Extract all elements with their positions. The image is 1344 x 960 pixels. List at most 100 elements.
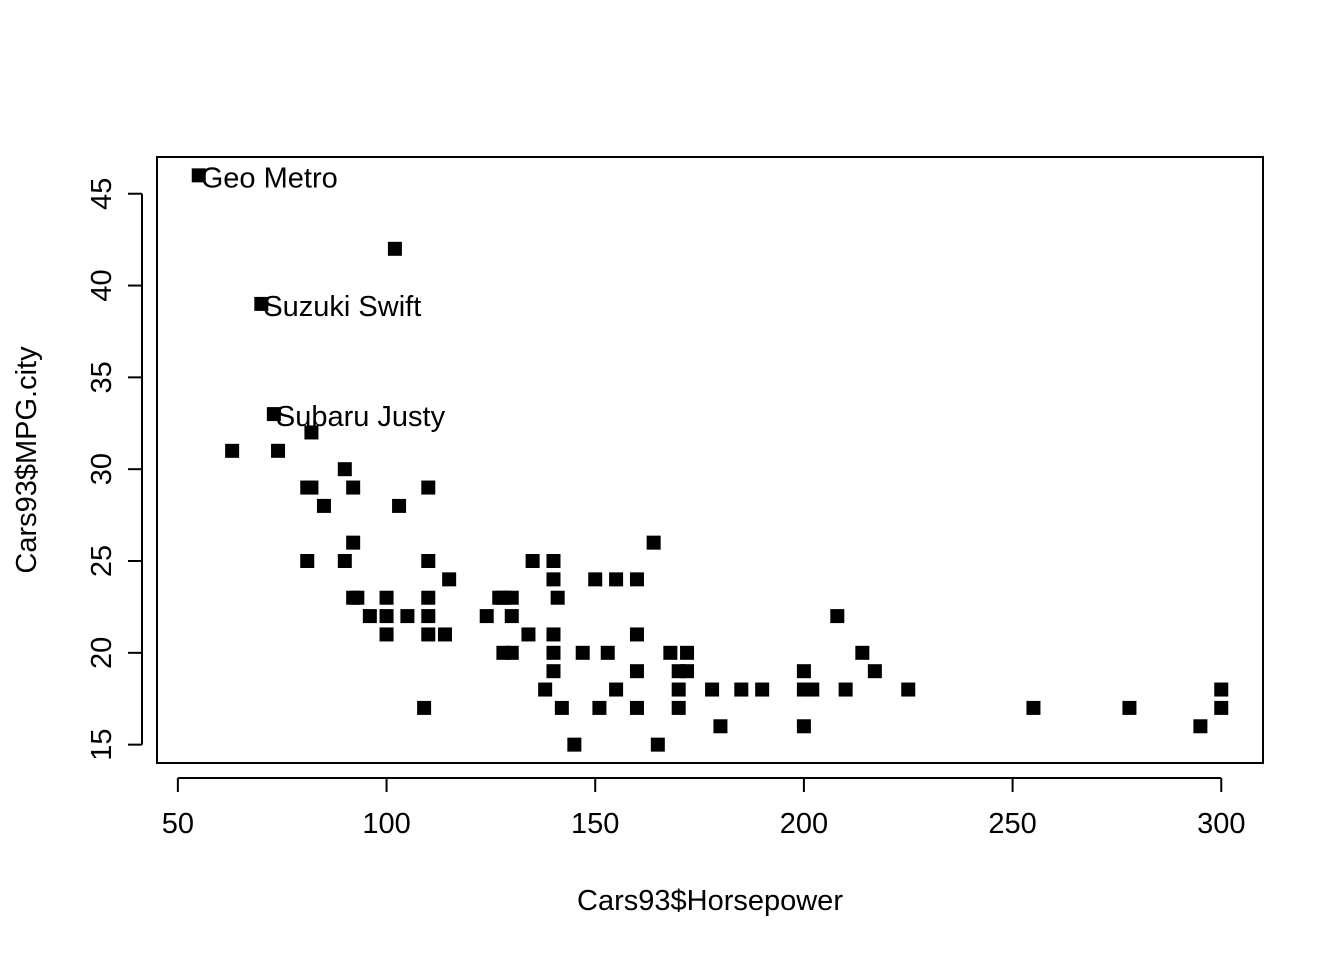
data-point: [437, 627, 452, 642]
data-point: [646, 535, 661, 550]
data-point: [316, 498, 331, 513]
data-point: [379, 609, 394, 624]
x-axis-title: Cars93$Horsepower: [577, 885, 843, 917]
data-points: [191, 168, 1229, 752]
data-point: [592, 700, 607, 715]
data-point: [300, 554, 315, 568]
data-point: [337, 462, 352, 477]
data-point: [805, 682, 820, 697]
data-point: [337, 554, 352, 568]
data-point: [379, 627, 394, 642]
y-axis: 15 20 25 30 35 40 45: [86, 178, 143, 761]
data-point: [629, 572, 644, 587]
x-tick-label: 300: [1197, 808, 1245, 840]
data-point: [546, 664, 561, 679]
data-point: [442, 572, 457, 587]
x-tick-label: 100: [362, 808, 410, 840]
data-point: [504, 645, 519, 660]
data-point: [867, 664, 882, 679]
data-point: [663, 645, 678, 660]
data-point: [254, 296, 269, 311]
x-tick-label: 200: [780, 808, 828, 840]
data-point: [346, 480, 361, 495]
data-point: [525, 554, 540, 568]
data-point: [855, 645, 870, 660]
data-point: [671, 682, 686, 697]
data-point: [629, 627, 644, 642]
data-point: [705, 682, 720, 697]
data-point: [191, 168, 206, 183]
data-point: [421, 554, 436, 568]
data-point: [392, 498, 407, 513]
data-point: [225, 443, 240, 458]
data-point: [600, 645, 615, 660]
data-point: [680, 664, 695, 679]
y-tick-label: 45: [86, 178, 118, 210]
data-point: [400, 609, 415, 624]
data-point: [554, 700, 569, 715]
data-point: [796, 719, 811, 734]
point-annotations: Geo Metro Suzuki Swift Subaru Justy: [201, 162, 446, 433]
y-tick-label: 25: [86, 545, 118, 577]
y-axis-title: Cars93$MPG.city: [11, 346, 43, 574]
data-point: [1214, 700, 1229, 715]
data-point: [609, 572, 624, 587]
data-point: [830, 609, 845, 624]
data-point: [588, 572, 603, 587]
data-point: [546, 572, 561, 587]
data-point: [266, 407, 281, 422]
data-point: [796, 664, 811, 679]
data-point: [521, 627, 536, 642]
data-point: [734, 682, 749, 697]
data-point: [550, 590, 565, 605]
data-point: [650, 737, 665, 752]
x-tick-label: 150: [571, 808, 619, 840]
point-annotation-label: Geo Metro: [201, 162, 338, 194]
y-tick-label: 35: [86, 361, 118, 393]
x-tick-label: 250: [988, 808, 1036, 840]
data-point: [504, 590, 519, 605]
data-point: [538, 682, 553, 697]
data-point: [755, 682, 770, 697]
data-point: [1193, 719, 1208, 734]
data-point: [575, 645, 590, 660]
data-point: [504, 609, 519, 624]
x-axis: 50 100 150 200 250 300: [162, 777, 1245, 840]
data-point: [629, 700, 644, 715]
data-point: [546, 645, 561, 660]
y-tick-label: 30: [86, 453, 118, 485]
plot-frame: [156, 156, 1264, 764]
data-point: [629, 664, 644, 679]
y-tick-label: 40: [86, 269, 118, 301]
data-point: [346, 535, 361, 550]
data-point: [567, 737, 582, 752]
data-point: [421, 627, 436, 642]
data-point: [350, 590, 365, 605]
data-point: [479, 609, 494, 624]
data-point: [304, 480, 319, 495]
data-point: [421, 609, 436, 624]
data-point: [1026, 700, 1041, 715]
data-point: [387, 241, 402, 256]
data-point: [271, 443, 286, 458]
data-point: [901, 682, 916, 697]
data-point: [546, 627, 561, 642]
data-point: [546, 554, 561, 568]
y-tick-label: 15: [86, 729, 118, 761]
data-point: [609, 682, 624, 697]
data-point: [304, 425, 319, 440]
data-point: [838, 682, 853, 697]
data-point: [680, 645, 695, 660]
data-point: [417, 700, 432, 715]
data-point: [421, 480, 436, 495]
data-point: [362, 609, 377, 624]
data-point: [713, 719, 728, 734]
y-tick-label: 20: [86, 637, 118, 669]
data-point: [421, 590, 436, 605]
data-point: [671, 700, 686, 715]
data-point: [1122, 700, 1137, 715]
point-annotation-label: Suzuki Swift: [263, 291, 421, 323]
data-point: [1214, 682, 1229, 697]
point-annotation-label: Subaru Justy: [276, 401, 446, 433]
